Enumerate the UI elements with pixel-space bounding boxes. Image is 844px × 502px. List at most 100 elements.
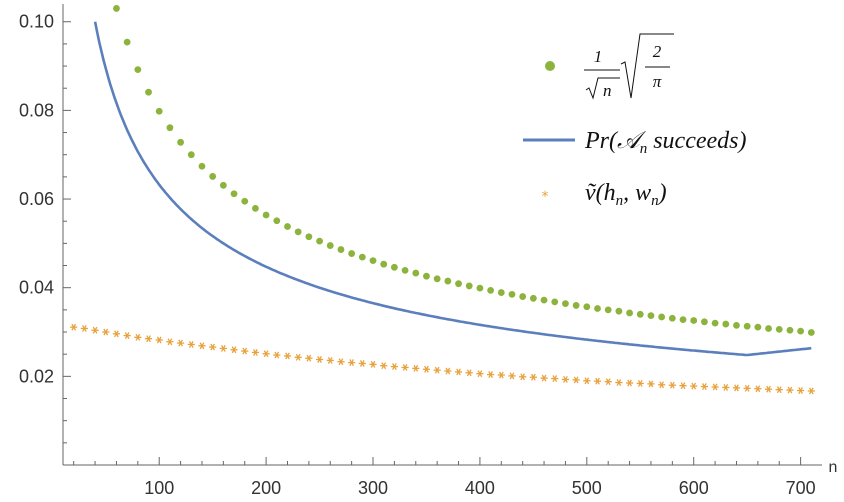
- star-point: [754, 385, 762, 393]
- star-point: [700, 383, 709, 390]
- star-stroke: [552, 375, 558, 383]
- legend-star-marker: *: [542, 189, 549, 205]
- star-stroke: [744, 384, 750, 392]
- star-stroke: [445, 367, 451, 375]
- star-point: [187, 340, 195, 348]
- star-stroke: [381, 362, 387, 370]
- legend-stars-w: w: [635, 180, 651, 206]
- dot-point: [348, 250, 356, 257]
- dot-point: [658, 313, 666, 321]
- dot-point: [615, 307, 623, 315]
- dot-point: [155, 107, 163, 115]
- legend-line-sub: n: [640, 141, 648, 157]
- star-point: [444, 367, 452, 375]
- dot-point: [497, 289, 505, 296]
- legend-stars-comma: ,: [623, 180, 635, 206]
- star-point: [401, 364, 409, 371]
- star-stroke: [702, 383, 707, 390]
- star-stroke: [637, 379, 643, 387]
- star-point: [209, 343, 217, 351]
- star-point: [337, 358, 345, 366]
- star-point: [572, 376, 580, 384]
- star-stroke: [680, 382, 686, 390]
- star-point: [476, 370, 484, 378]
- star-stroke: [755, 385, 761, 393]
- star-stroke: [167, 338, 173, 346]
- star-point: [294, 353, 302, 361]
- star-point: [380, 362, 388, 370]
- legend-dot-marker: [545, 61, 555, 71]
- dot-point: [562, 300, 569, 308]
- star-point: [422, 365, 431, 373]
- legend-stars-v: ṽ: [585, 180, 597, 206]
- star-point: [529, 373, 537, 381]
- star-stroke: [498, 371, 504, 379]
- star-point: [625, 379, 634, 387]
- star-point: [230, 346, 238, 354]
- star-point: [658, 381, 666, 389]
- star-stroke: [285, 352, 290, 360]
- star-point: [465, 369, 473, 377]
- star-stroke: [413, 364, 419, 372]
- star-stroke: [798, 387, 803, 394]
- legend-dots-den: n: [603, 81, 612, 100]
- star-point: [219, 344, 227, 352]
- star-point: [764, 385, 773, 393]
- star-stroke: [92, 326, 98, 334]
- dot-point: [476, 284, 484, 292]
- dot-point: [540, 296, 548, 304]
- star-stroke: [124, 332, 130, 340]
- star-stroke: [787, 386, 793, 394]
- dot-point: [786, 326, 794, 334]
- series-line: [93, 21, 812, 357]
- legend-entry-stars: * ṽ(hn, wn): [542, 180, 667, 209]
- star-stroke: [220, 344, 226, 352]
- star-stroke: [509, 372, 515, 380]
- star-point: [262, 350, 270, 358]
- star-stroke: [659, 381, 665, 389]
- dot-point: [219, 181, 227, 189]
- y-tick-label: 0.10: [19, 12, 54, 32]
- dot-point: [711, 319, 719, 327]
- dot-point: [594, 305, 601, 312]
- dot-point: [252, 204, 259, 212]
- star-stroke: [188, 340, 194, 348]
- star-stroke: [766, 385, 771, 393]
- star-point: [315, 356, 324, 363]
- star-stroke: [402, 364, 408, 371]
- dot-point: [626, 309, 633, 317]
- legend-line-prefix: Pr(: [584, 128, 619, 154]
- dot-point: [241, 197, 249, 205]
- star-point: [369, 360, 377, 368]
- dot-point: [604, 306, 612, 314]
- star-stroke: [584, 377, 590, 385]
- legend: 1 n 2 π Pr(𝒜n succeeds) * ṽ(hn, wn): [523, 33, 747, 209]
- star-stroke: [253, 348, 258, 356]
- dot-point: [797, 327, 805, 335]
- dot-point: [316, 237, 323, 245]
- x-axis-title: n: [829, 459, 838, 476]
- star-point: [487, 371, 495, 379]
- star-stroke: [616, 379, 622, 386]
- star-stroke: [210, 343, 216, 351]
- dot-point: [369, 257, 377, 265]
- dot-point: [572, 302, 580, 309]
- dot-point: [583, 303, 591, 311]
- legend-dots-num: 1: [594, 47, 603, 66]
- star-stroke: [595, 377, 600, 385]
- star-stroke: [424, 365, 429, 373]
- star-point: [155, 336, 163, 344]
- star-point: [80, 325, 88, 332]
- star-point: [508, 372, 516, 380]
- legend-stars-open: (: [596, 180, 606, 206]
- x-tick-label: 500: [572, 478, 602, 498]
- dot-point: [380, 260, 388, 268]
- star-point: [251, 348, 260, 356]
- star-point: [166, 338, 174, 346]
- star-stroke: [531, 373, 536, 381]
- x-tick-label: 100: [144, 478, 174, 498]
- star-point: [273, 351, 281, 359]
- dot-point: [455, 280, 462, 288]
- y-tick-label: 0.02: [19, 366, 54, 386]
- star-stroke: [135, 333, 141, 341]
